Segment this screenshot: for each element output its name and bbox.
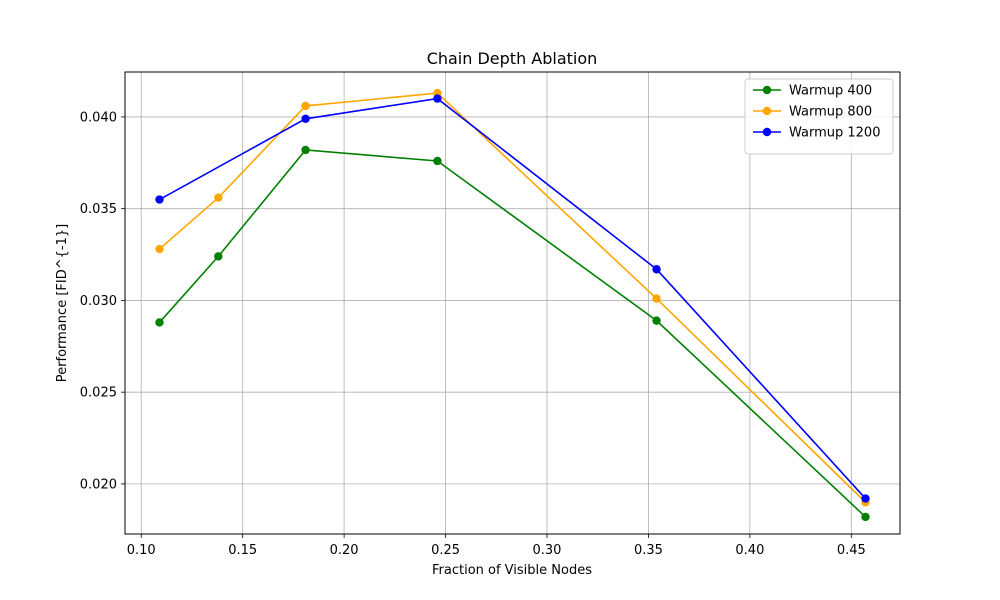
data-point <box>433 94 442 103</box>
legend-item: Warmup 800 <box>753 105 872 120</box>
series <box>155 145 870 522</box>
x-tick-label: 0.10 <box>127 543 156 558</box>
legend-box <box>744 78 894 155</box>
data-point <box>301 145 310 155</box>
legend-item: Warmup 1200 <box>753 126 880 141</box>
x-tick-label: 0.40 <box>735 543 764 558</box>
series-line <box>158 149 867 518</box>
y-tick-label: 0.040 <box>80 110 117 125</box>
legend-marker <box>762 106 772 116</box>
y-tick-label: 0.020 <box>80 477 117 492</box>
x-axis-ticks: 0.10 0.15 0.20 0.25 0.30 0.35 0.40 0.45 <box>127 534 866 558</box>
legend-label: Warmup 1200 <box>789 126 880 141</box>
x-tick-label: 0.25 <box>431 543 460 558</box>
legend: Warmup 400 Warmup 800 Warmup 1200 <box>744 78 894 155</box>
data-point <box>214 252 223 261</box>
x-tick-label: 0.20 <box>330 543 359 558</box>
legend-label: Warmup 400 <box>789 84 872 99</box>
data-point <box>155 195 164 204</box>
legend-marker <box>762 127 772 137</box>
data-point <box>155 244 164 254</box>
x-tick-label: 0.35 <box>634 543 663 558</box>
y-tick-label: 0.025 <box>80 386 117 401</box>
series-line <box>158 92 867 503</box>
y-axis-label: Performance [FID^{-1}] <box>55 224 70 382</box>
plot-area-frame <box>124 71 901 535</box>
y-axis-ticks: 0.020 0.025 0.030 0.035 0.040 <box>80 110 125 492</box>
data-point <box>861 494 870 503</box>
data-point <box>652 265 661 274</box>
data-point <box>652 316 661 325</box>
data-point <box>301 101 310 111</box>
series <box>155 94 870 503</box>
legend-item: Warmup 400 <box>753 84 872 99</box>
y-tick-label: 0.035 <box>80 202 117 217</box>
data-point <box>301 114 310 123</box>
y-tick-label: 0.030 <box>80 294 117 309</box>
chart-title: Chain Depth Ablation <box>427 49 598 68</box>
data-point <box>861 512 870 522</box>
x-tick-label: 0.15 <box>228 543 257 558</box>
data-point <box>433 156 442 166</box>
legend-marker <box>762 85 772 95</box>
legend-label: Warmup 800 <box>789 105 872 120</box>
x-tick-label: 0.45 <box>837 543 866 558</box>
data-point <box>214 193 223 202</box>
x-axis-label: Fraction of Visible Nodes <box>432 563 592 578</box>
data-point <box>652 294 661 303</box>
x-tick-label: 0.30 <box>533 543 562 558</box>
series-line <box>159 97 867 500</box>
data-point <box>155 318 164 327</box>
series-layer <box>155 88 870 522</box>
